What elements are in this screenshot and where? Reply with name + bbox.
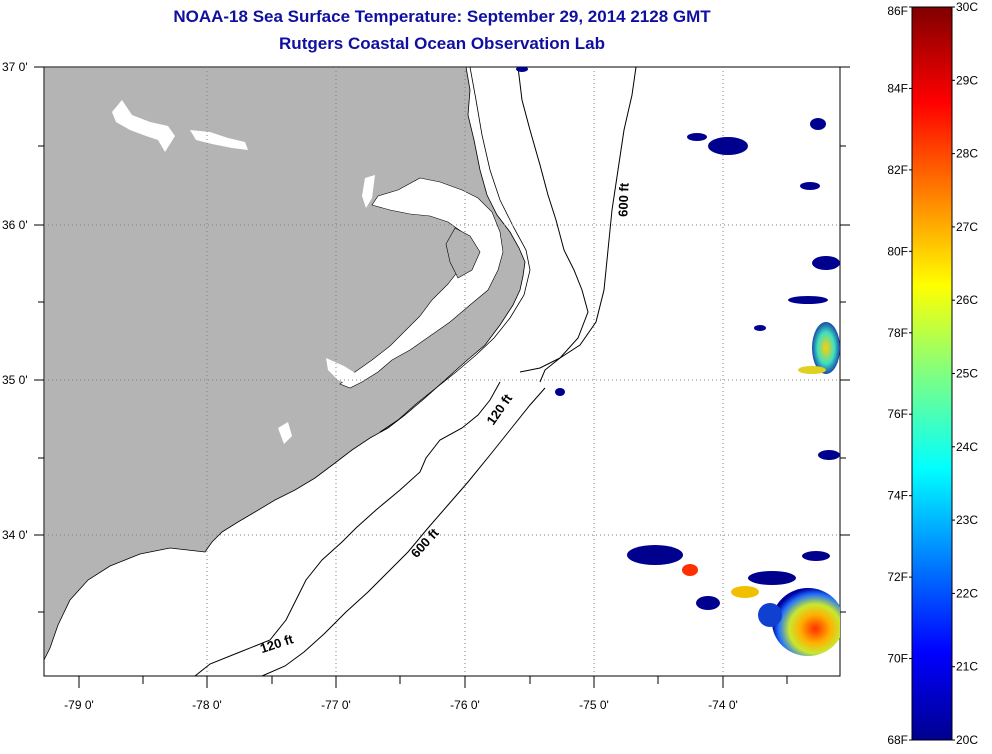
lon-tick-label: -75 0' (579, 698, 609, 712)
sst-patch-warm (731, 586, 759, 598)
colorbar-c-label: 22C (956, 586, 978, 600)
barrier-island (379, 67, 531, 433)
sst-patch (758, 603, 782, 627)
sst-patch (818, 450, 840, 460)
lon-tick-label: -78 0' (192, 698, 222, 712)
map-subtitle: Rutgers Coastal Ocean Observation Lab (279, 34, 605, 53)
colorbar-c-label: 20C (956, 733, 978, 747)
sst-patch (754, 325, 766, 331)
axis-ticks (34, 66, 850, 688)
contour-120ft (194, 381, 501, 676)
sst-patches (516, 67, 840, 656)
sst-patch-warm (682, 564, 698, 576)
sst-patch (627, 545, 683, 565)
lon-tick-label: -74 0' (708, 698, 738, 712)
colorbar-fahrenheit-labels: 86F 84F 82F 80F 78F 76F 74F 72F 70F 68F (887, 4, 908, 747)
map-title: NOAA-18 Sea Surface Temperature: Septemb… (173, 7, 711, 26)
sst-patch (812, 256, 840, 270)
sst-patch-warm (798, 366, 826, 374)
colorbar-c-label: 23C (956, 513, 978, 527)
colorbar-c-label: 27C (956, 220, 978, 234)
colorbar-f-label: 74F (887, 489, 908, 503)
lat-tick-label: 37 0' (2, 60, 28, 74)
river (112, 100, 175, 152)
colorbar-f-label: 86F (887, 4, 908, 18)
lat-tick-label: 34 0' (2, 528, 28, 542)
sst-patch (800, 182, 820, 190)
lat-tick-label: 35 0' (2, 373, 28, 387)
sst-patch-warm (772, 588, 840, 656)
contour-120ft-inner (517, 67, 589, 373)
sst-patch-warm (812, 322, 840, 374)
contour-600ft-south (261, 387, 546, 676)
sst-patch (516, 67, 528, 72)
lon-tick-label: -77 0' (321, 698, 351, 712)
lon-tick-label: -79 0' (64, 698, 94, 712)
colorbar-c-label: 26C (956, 293, 978, 307)
lon-tick-label: -76 0' (450, 698, 480, 712)
island (445, 227, 481, 279)
contour-600ft-north (539, 67, 637, 383)
colorbar-c-label: 25C (956, 367, 978, 381)
colorbar-f-label: 84F (887, 81, 908, 95)
sst-patch (748, 571, 796, 585)
sst-patch (708, 137, 748, 155)
sst-patch (696, 596, 720, 610)
colorbar-c-label: 21C (956, 660, 978, 674)
river (278, 422, 292, 444)
colorbar-f-label: 76F (887, 407, 908, 421)
colorbar-c-label: 28C (956, 147, 978, 161)
sst-patch (802, 551, 830, 561)
contour-label: 600 ft (615, 182, 631, 217)
colorbar-celsius-labels: 30C 29C 28C 27C 26C 25C 24C 23C 22C 21C … (956, 0, 978, 747)
graticule (44, 67, 840, 676)
colorbar-f-label: 80F (887, 244, 908, 258)
colorbar-f-label: 78F (887, 326, 908, 340)
river (190, 130, 248, 150)
sst-patch (687, 133, 707, 141)
lat-tick-label: 36 0' (2, 218, 28, 232)
colorbar-c-label: 30C (956, 0, 978, 14)
colorbar-f-label: 72F (887, 570, 908, 584)
sst-patch (555, 388, 565, 396)
depth-contours (194, 67, 637, 676)
land-mass (44, 67, 526, 661)
river (326, 358, 360, 386)
colorbar-f-label: 70F (887, 652, 908, 666)
sst-patch (810, 118, 826, 130)
sst-patch (788, 296, 828, 304)
river (362, 175, 375, 208)
colorbar-f-label: 82F (887, 163, 908, 177)
colorbar-ticks (909, 6, 955, 741)
colorbar-f-label: 68F (887, 733, 908, 747)
colorbar-c-label: 29C (956, 73, 978, 87)
colorbar (911, 6, 953, 741)
colorbar-c-label: 24C (956, 440, 978, 454)
